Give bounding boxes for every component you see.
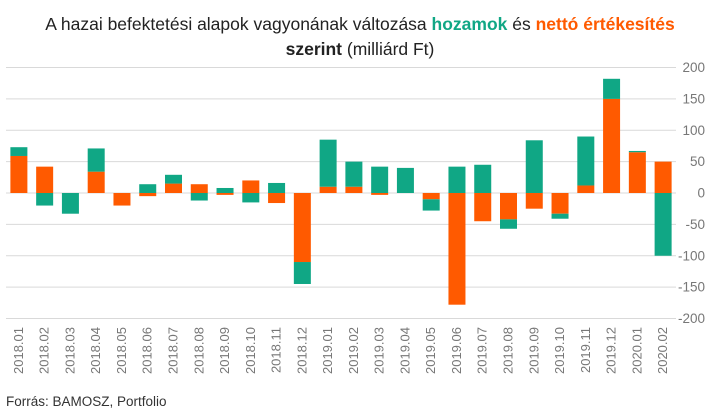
x-tick-label: 2018.07 [166,327,181,374]
bar-hozamok [165,174,182,184]
y-tick-label: 50 [690,154,705,169]
x-tick-label: 2018.02 [37,327,52,374]
bar-netto-ertekesites [371,193,389,195]
bar-netto-ertekesites [551,193,569,214]
x-tick-label: 2019.12 [604,327,619,374]
bar-hozamok [345,161,363,187]
y-tick-label: -50 [685,217,705,232]
bar-hozamok [242,193,260,203]
y-tick-label: 0 [697,186,705,201]
bar-hozamok [36,193,54,206]
x-tick-label: 2018.06 [140,327,155,374]
x-tick-label: 2018.05 [114,327,129,374]
title-unit: (milliárd Ft) [342,39,435,59]
title-netto-ertekesites: nettó értékesítés [535,14,675,34]
x-tick-label: 2019.01 [320,327,335,374]
bar-hozamok [474,164,492,193]
x-tick-label: 2018.01 [11,327,26,374]
title-hozamok: hozamok [431,14,508,34]
bar-netto-ertekesites [628,152,646,193]
bar-netto-ertekesites [190,184,208,193]
bar-hozamok [577,136,595,186]
bar-hozamok [61,193,79,214]
bar-hozamok [319,139,337,187]
bar-netto-ertekesites [474,193,492,222]
bar-hozamok [654,193,672,256]
bar-hozamok [190,193,208,201]
bar-hozamok [268,182,286,193]
title-es: és [507,14,536,34]
bar-netto-ertekesites [319,186,337,193]
x-tick-label: 2019.07 [475,327,490,374]
bar-hozamok [500,219,517,229]
bar-hozamok [293,262,311,284]
y-tick-label: -150 [678,280,705,295]
bar-hozamok [216,187,234,193]
x-tick-label: 2019.05 [423,327,438,374]
x-tick-label: 2020.01 [629,327,644,374]
bar-hozamok [396,167,414,193]
bar-hozamok [551,213,569,219]
x-tick-label: 2019.02 [346,327,361,374]
x-tick-label: 2019.04 [397,327,412,374]
y-tick-label: -100 [678,248,705,263]
bar-hozamok [10,147,28,156]
bar-netto-ertekesites [10,155,28,193]
bar-netto-ertekesites [654,161,672,193]
bar-netto-ertekesites [36,166,54,193]
bar-hozamok [525,140,543,193]
bar-netto-ertekesites [242,180,260,193]
bar-netto-ertekesites [525,193,543,209]
source-note: Forrás: BAMOSZ, Portfolio [6,394,167,409]
x-tick-label: 2019.06 [449,327,464,374]
chart-title-line2: szerint (milliárd Ft) [0,37,720,61]
x-tick-label: 2018.03 [62,327,77,374]
x-tick-label: 2018.09 [217,327,232,374]
bar-netto-ertekesites [113,193,131,206]
bar-hozamok [628,150,646,153]
bar-netto-ertekesites [165,183,182,193]
x-tick-label: 2018.04 [88,327,103,374]
title-szerint: szerint [285,39,343,59]
bar-netto-ertekesites [216,193,234,195]
x-tick-label: 2018.08 [191,327,206,374]
bar-hozamok [371,166,389,193]
bar-hozamok [603,78,621,99]
x-tick-label: 2019.09 [526,327,541,374]
chart-title-line1: A hazai befektetési alapok vagyonának vá… [0,12,720,36]
x-tick-label: 2019.10 [552,327,567,374]
y-tick-label: -200 [678,311,705,326]
bar-netto-ertekesites [268,193,286,204]
bar-netto-ertekesites [345,186,363,193]
bar-netto-ertekesites [603,98,621,193]
x-tick-label: 2019.08 [501,327,516,374]
bar-netto-ertekesites [87,171,105,193]
bar-hozamok [139,184,157,193]
bar-hozamok [87,148,105,172]
y-tick-label: 150 [682,91,705,106]
bar-netto-ertekesites [448,193,466,305]
x-tick-label: 2018.10 [243,327,258,374]
bar-netto-ertekesites [577,185,595,193]
x-tick-label: 2018.12 [294,327,309,374]
bar-hozamok [422,199,440,211]
bar-netto-ertekesites [293,193,311,263]
bar-netto-ertekesites [500,193,517,220]
x-tick-label: 2019.11 [578,327,593,373]
bar-netto-ertekesites [139,193,157,197]
y-tick-label: 100 [682,123,705,138]
x-tick-label: 2020.02 [655,327,670,374]
title-text-1: A hazai befektetési alapok vagyonának vá… [45,14,432,34]
x-tick-label: 2019.03 [372,327,387,374]
bar-hozamok [448,166,466,193]
bar-netto-ertekesites [422,193,440,200]
x-tick-label: 2018.11 [269,327,284,373]
y-tick-label: 200 [682,60,705,75]
